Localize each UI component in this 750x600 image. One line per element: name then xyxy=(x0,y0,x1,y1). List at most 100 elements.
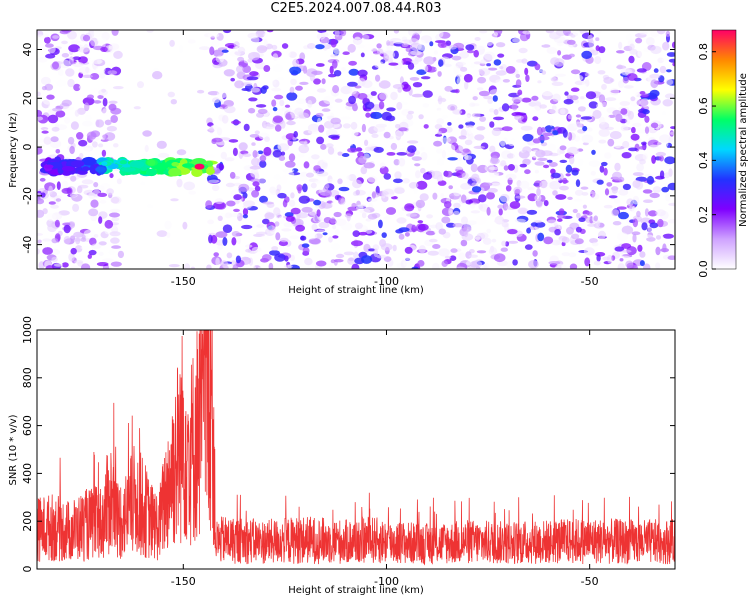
heatmap-cell xyxy=(521,113,528,123)
heatmap-cell xyxy=(301,243,310,248)
heatmap-cell xyxy=(146,30,154,33)
heatmap-cell xyxy=(70,175,77,182)
heatmap-cell xyxy=(476,87,484,91)
heatmap-cell xyxy=(552,190,558,196)
heatmap-cell xyxy=(464,117,472,123)
heatmap-cell xyxy=(255,231,268,235)
heatmap-cell xyxy=(272,53,279,61)
heatmap-cell xyxy=(573,198,583,202)
heatmap-cell xyxy=(601,83,607,90)
heatmap-cell xyxy=(394,114,403,121)
heatmap-cell xyxy=(513,186,523,194)
heatmap-cell xyxy=(639,159,646,165)
heatmap-cell xyxy=(534,169,540,174)
heatmap-cell xyxy=(527,234,534,243)
heatmap-cell xyxy=(215,231,228,238)
snr-y-tick-label: 0 xyxy=(21,566,34,573)
heatmap-cell xyxy=(636,210,641,218)
heatmap-cell xyxy=(405,47,412,52)
heatmap-cell xyxy=(566,226,574,235)
heatmap-cell xyxy=(69,145,75,155)
heatmap-cell xyxy=(376,43,382,49)
heatmap-cell xyxy=(555,263,567,269)
heatmap-cell xyxy=(214,198,224,205)
heatmap-cell xyxy=(520,125,533,131)
heatmap-cell xyxy=(254,130,260,135)
heatmap-cell xyxy=(330,117,342,125)
heatmap-cell xyxy=(552,130,559,136)
heatmap-cell xyxy=(514,218,527,223)
heatmap-cell xyxy=(43,242,49,248)
heatmap-cell xyxy=(362,34,370,40)
heatmap-cell xyxy=(531,95,539,101)
heatmap-cell xyxy=(584,125,597,135)
heatmap-cell xyxy=(156,140,167,149)
heatmap-cell xyxy=(631,231,641,236)
heatmap-cell xyxy=(257,150,264,155)
heatmap-cell xyxy=(522,133,534,142)
heatmap-cell xyxy=(635,127,643,134)
heatmap-cell xyxy=(78,84,88,90)
heatmap-cell xyxy=(53,263,64,267)
heatmap-cell xyxy=(51,238,59,244)
heatmap-cell xyxy=(492,116,505,121)
heatmap-cell xyxy=(137,81,144,89)
heatmap-cell xyxy=(95,119,105,128)
heatmap-cell xyxy=(219,260,228,267)
heatmap-y-tick-label: 40 xyxy=(21,43,34,57)
heatmap-cell xyxy=(473,61,482,65)
heatmap-cell xyxy=(447,157,458,161)
heatmap-cell xyxy=(591,193,600,200)
heatmap-cell xyxy=(471,186,482,193)
heatmap-cell xyxy=(394,171,402,179)
heatmap-cell xyxy=(603,167,608,176)
heatmap-cell xyxy=(111,30,119,36)
heatmap-cell xyxy=(378,101,385,110)
heatmap-cell xyxy=(369,53,381,60)
heatmap-cell xyxy=(406,140,419,144)
heatmap-cell xyxy=(274,221,280,227)
heatmap-cell xyxy=(551,239,561,246)
heatmap-cell xyxy=(549,108,559,115)
heatmap-cell xyxy=(548,118,554,127)
heatmap-cell xyxy=(596,254,601,262)
heatmap-cell xyxy=(388,62,399,66)
heatmap-cell xyxy=(365,94,374,99)
heatmap-cell xyxy=(668,136,673,143)
heatmap-cell xyxy=(444,255,452,259)
snr-y-tick-label: 800 xyxy=(21,367,34,388)
heatmap-cell xyxy=(611,209,619,217)
heatmap-cell xyxy=(390,142,398,151)
heatmap-cell xyxy=(526,227,531,234)
heatmap-cell xyxy=(354,85,362,89)
heatmap-cell xyxy=(222,30,232,34)
heatmap-signal-cell xyxy=(81,156,97,166)
heatmap-cell xyxy=(435,222,444,231)
heatmap-cell xyxy=(44,83,54,91)
heatmap-cell xyxy=(649,73,661,79)
heatmap-cell xyxy=(251,142,256,146)
heatmap-cell xyxy=(310,182,317,189)
heatmap-cell xyxy=(67,30,77,40)
heatmap-cell xyxy=(46,213,56,222)
heatmap-cell xyxy=(639,98,651,107)
heatmap-cell xyxy=(655,262,661,269)
heatmap-cell xyxy=(605,97,617,102)
heatmap-cell xyxy=(222,237,228,246)
heatmap-cell xyxy=(37,248,40,255)
heatmap-cell xyxy=(295,224,305,232)
heatmap-cell xyxy=(629,48,638,55)
heatmap-cell xyxy=(537,80,542,84)
heatmap-cell xyxy=(242,204,252,209)
heatmap-cell xyxy=(279,99,285,107)
heatmap-cell xyxy=(84,102,90,112)
heatmap-cell xyxy=(381,232,387,239)
heatmap-cell xyxy=(534,194,542,202)
heatmap-cell xyxy=(207,219,215,225)
heatmap-cell xyxy=(621,152,632,159)
heatmap-cell xyxy=(334,30,340,37)
heatmap-cell xyxy=(110,107,122,115)
heatmap-cell xyxy=(272,115,283,123)
heatmap-cell xyxy=(598,94,606,103)
heatmap-cell xyxy=(56,181,61,191)
